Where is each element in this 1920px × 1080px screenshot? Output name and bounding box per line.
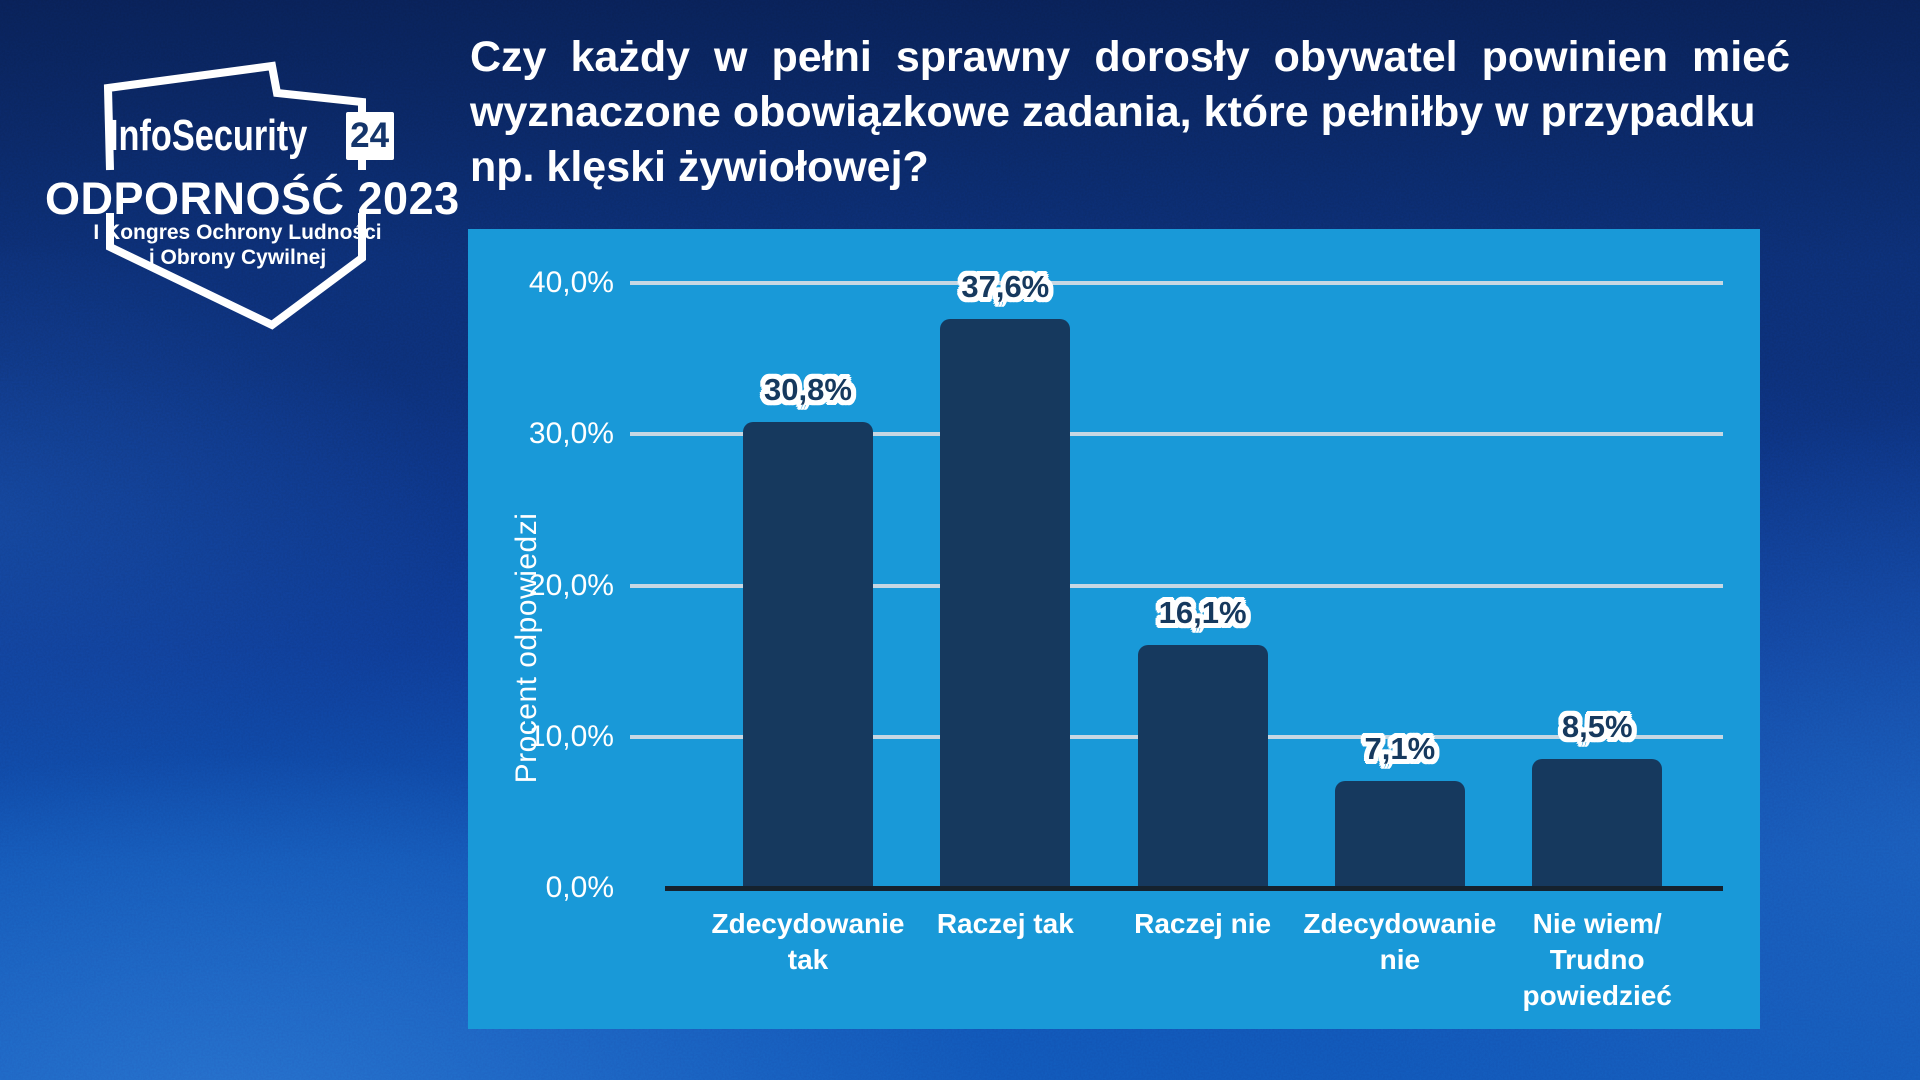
x-axis-label: Nie wiem/ Trudno powiedzieć <box>1522 908 1672 1011</box>
bar <box>743 422 873 888</box>
event-title: ODPORNOŚĆ 2023 <box>45 173 460 224</box>
bar-value-label: 8,5% <box>1561 709 1633 745</box>
x-axis-label: Zdecydowanie tak <box>711 908 905 975</box>
x-axis-label: Raczej tak <box>936 908 1074 939</box>
bar <box>940 319 1071 888</box>
brand-badge-24: 24 <box>345 112 394 160</box>
bar <box>1334 780 1465 888</box>
event-subtitle-line2: i Obrony Cywilnej <box>148 246 327 269</box>
chart-panel: Procent odpowiedzi 0,0% 10,0% 20,0% 30,0% 40… <box>468 229 1760 1029</box>
y-tick-label: 20,0% <box>528 568 614 602</box>
bar-value-label: 37,6% <box>961 269 1050 305</box>
survey-question: Czy każdy w pełni sprawny dorosły obywat… <box>470 30 1790 195</box>
bar <box>1532 759 1663 888</box>
bar-chart: 0,0% 10,0% 20,0% 30,0% 40,0% 30,8% Zdecydowani… <box>468 229 1760 1029</box>
y-tick-label: 40,0% <box>528 266 614 299</box>
bar-value-label: 16,1% <box>1158 594 1247 630</box>
question-line-1: Czy każdy w pełni sprawny dorosły obywat… <box>470 33 1790 81</box>
bar-value-label: 30,8% <box>764 372 852 408</box>
event-logo: InfoSecurity 24 ODPORNOŚĆ 2023 I Kongres… <box>45 55 460 350</box>
gridline <box>630 281 1723 285</box>
bar-value-label: 7,1% <box>1364 730 1436 766</box>
bar <box>1137 644 1268 888</box>
y-tick-label: 30,0% <box>528 417 614 451</box>
y-tick-label: 10,0% <box>528 719 614 753</box>
x-axis-label: Zdecydowanie nie <box>1303 908 1497 975</box>
event-subtitle-line1: I Kongres Ochrony Ludności <box>93 221 382 244</box>
question-line-2: wyznaczone obowiązkowe zadania, które pe… <box>470 88 1756 136</box>
brand-name: InfoSecurity <box>109 111 308 160</box>
question-line-3: np. klęski żywiołowej? <box>470 143 929 191</box>
brand-row: InfoSecurity 24 <box>45 111 430 161</box>
x-axis-line <box>665 886 1723 891</box>
x-axis-label: Raczej nie <box>1134 908 1272 939</box>
y-tick-label: 0,0% <box>545 871 614 904</box>
